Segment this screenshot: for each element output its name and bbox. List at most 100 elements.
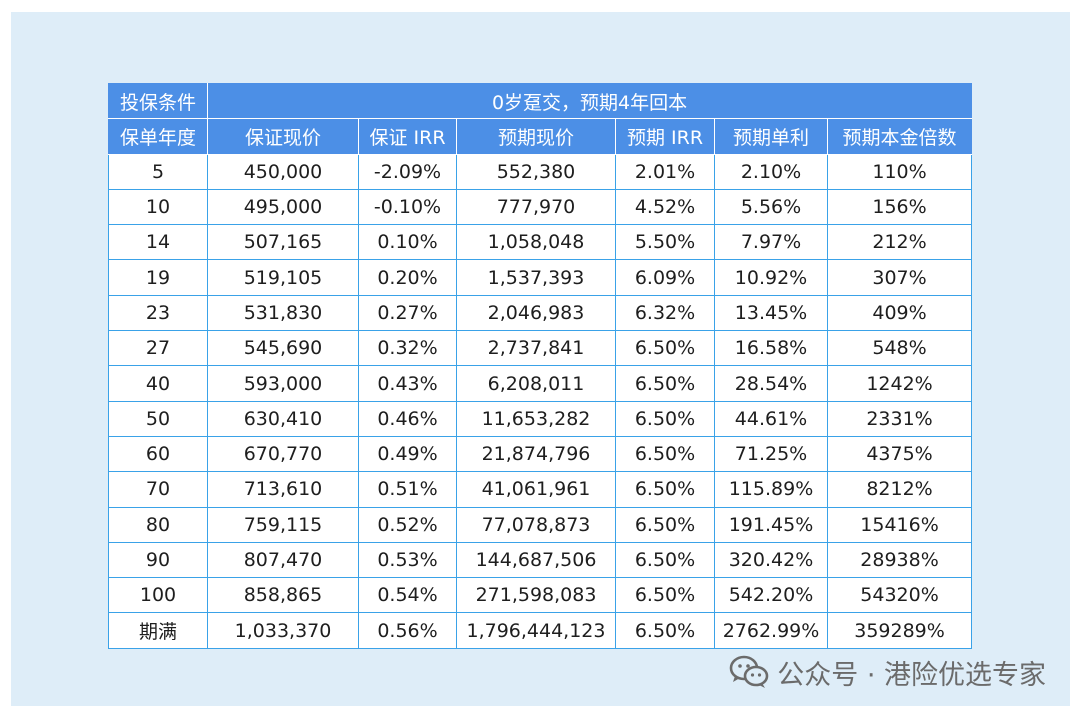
table-cell: 858,865	[207, 577, 359, 614]
table-row: 19 519,105 0.20% 1,537,393 6.09% 10.92% 307%	[108, 259, 973, 296]
table-cell: 2.10%	[714, 153, 828, 190]
table-cell: 542.20%	[714, 577, 828, 614]
table-cell: 507,165	[207, 224, 359, 261]
table-cell: 1,796,444,123	[456, 612, 616, 649]
table-cell: 50	[108, 400, 208, 437]
table-cell: 1,537,393	[456, 259, 616, 296]
table-cell: 450,000	[207, 153, 359, 190]
table-cell: 0.52%	[358, 506, 457, 543]
table-cell: 2.01%	[615, 153, 715, 190]
table-cell: 2762.99%	[714, 612, 828, 649]
table-cell: 5.56%	[714, 188, 828, 226]
table-cell: 1,058,048	[456, 224, 616, 261]
table-cell: 19	[108, 259, 208, 296]
table-cell: 6.50%	[615, 435, 715, 473]
table-cell: 1,033,370	[207, 612, 359, 649]
table-cell: 0.49%	[358, 435, 457, 473]
table-cell: 6.50%	[615, 365, 715, 402]
table-cell: 54320%	[826, 577, 973, 614]
table-cell: 77,078,873	[456, 506, 616, 543]
table-body: 5 450,000 -2.09% 552,380 2.01% 2.10% 110% 10 495…	[108, 153, 973, 649]
table-cell: 5	[108, 153, 208, 190]
table-row: 80 759,115 0.52% 77,078,873 6.50% 191.45% 1541…	[108, 506, 973, 543]
table-cell: 156%	[826, 188, 973, 226]
table-cell: 16.58%	[714, 330, 828, 367]
table-row: 50 630,410 0.46% 11,653,282 6.50% 44.61% 2331%	[108, 400, 973, 437]
table-cell: 5.50%	[615, 224, 715, 261]
table-cell: -0.10%	[358, 188, 457, 226]
table-cell: 307%	[826, 259, 973, 296]
table-cell: 7.97%	[714, 224, 828, 261]
table-cell: 0.51%	[358, 471, 457, 508]
table-cell: 90	[108, 541, 208, 579]
header-projected-value: 预期现价	[456, 118, 616, 155]
table-cell: 8212%	[826, 471, 973, 508]
table-cell: 4.52%	[615, 188, 715, 226]
table-cell: 6.50%	[615, 612, 715, 649]
header-guaranteed-irr: 保证 IRR	[358, 118, 457, 155]
table-cell: 6.50%	[615, 541, 715, 579]
table-cell: 0.53%	[358, 541, 457, 579]
table-cell: 期满	[108, 612, 208, 649]
table-cell: 1242%	[826, 365, 973, 402]
table-cell: 21,874,796	[456, 435, 616, 473]
table-cell: 15416%	[826, 506, 973, 543]
table-cell: 80	[108, 506, 208, 543]
header-projected-multiple: 预期本金倍数	[826, 118, 973, 155]
table-cell: 6.50%	[615, 577, 715, 614]
table-row: 40 593,000 0.43% 6,208,011 6.50% 28.54% 1242%	[108, 365, 973, 402]
table-cell: 144,687,506	[456, 541, 616, 579]
table-cell: 10	[108, 188, 208, 226]
table-cell: 191.45%	[714, 506, 828, 543]
table-cell: 2,046,983	[456, 294, 616, 332]
table-cell: 0.27%	[358, 294, 457, 332]
table-cell: 10.92%	[714, 259, 828, 296]
table-cell: 777,970	[456, 188, 616, 226]
table-row: 27 545,690 0.32% 2,737,841 6.50% 16.58% 548%	[108, 330, 973, 367]
table-cell: 0.32%	[358, 330, 457, 367]
table-cell: 759,115	[207, 506, 359, 543]
policy-value-table: 投保条件 0岁趸交，预期4年回本 保单年度 保证现价 保证 IRR 预期现价 预…	[108, 82, 973, 649]
table-cell: 0.56%	[358, 612, 457, 649]
table-cell: 519,105	[207, 259, 359, 296]
table-cell: 6.50%	[615, 471, 715, 508]
table-cell: 359289%	[826, 612, 973, 649]
table-cell: 6.50%	[615, 506, 715, 543]
table-cell: 6.32%	[615, 294, 715, 332]
table-cell: 0.54%	[358, 577, 457, 614]
table-cell: 100	[108, 577, 208, 614]
table-cell: 0.20%	[358, 259, 457, 296]
header-policy-year: 保单年度	[108, 118, 208, 155]
table-cell: 6.50%	[615, 400, 715, 437]
table-cell: 545,690	[207, 330, 359, 367]
table-cell: 71.25%	[714, 435, 828, 473]
table-cell: 713,610	[207, 471, 359, 508]
table-cell: 110%	[826, 153, 973, 190]
header-projected-irr: 预期 IRR	[615, 118, 715, 155]
table-cell: 11,653,282	[456, 400, 616, 437]
table-cell: 807,470	[207, 541, 359, 579]
table-cell: 0.46%	[358, 400, 457, 437]
table-cell: 548%	[826, 330, 973, 367]
table-cell: 0.43%	[358, 365, 457, 402]
table-row: 23 531,830 0.27% 2,046,983 6.32% 13.45% 409%	[108, 294, 973, 332]
table-cell: 320.42%	[714, 541, 828, 579]
table-cell: 40	[108, 365, 208, 402]
table-cell: 44.61%	[714, 400, 828, 437]
table-row: 5 450,000 -2.09% 552,380 2.01% 2.10% 110%	[108, 153, 973, 190]
table-cell: 593,000	[207, 365, 359, 402]
table-cell: -2.09%	[358, 153, 457, 190]
header-row: 保单年度 保证现价 保证 IRR 预期现价 预期 IRR 预期单利 预期本金倍数	[108, 118, 973, 155]
table-cell: 27	[108, 330, 208, 367]
table-cell: 28938%	[826, 541, 973, 579]
table-cell: 2,737,841	[456, 330, 616, 367]
table-cell: 495,000	[207, 188, 359, 226]
table-row: 10 495,000 -0.10% 777,970 4.52% 5.56% 156%	[108, 188, 973, 226]
watermark-text: 公众号 · 港险优选专家	[777, 659, 1046, 691]
wechat-icon	[729, 655, 769, 688]
table-row: 100 858,865 0.54% 271,598,083 6.50% 542.20% 54…	[108, 577, 973, 614]
condition-row: 投保条件 0岁趸交，预期4年回本	[108, 82, 973, 120]
table-row: 90 807,470 0.53% 144,687,506 6.50% 320.42% 289…	[108, 541, 973, 579]
table-cell: 552,380	[456, 153, 616, 190]
table-cell: 6.09%	[615, 259, 715, 296]
